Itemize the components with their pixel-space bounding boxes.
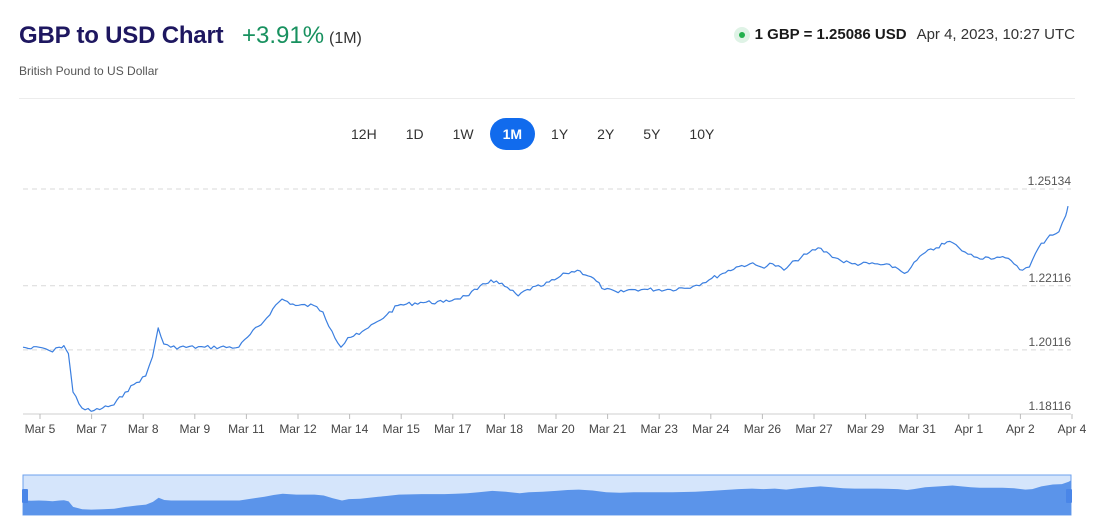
x-tick-label: Mar 29 [847, 422, 885, 436]
x-tick-label: Mar 18 [486, 422, 524, 436]
x-tick-label: Mar 9 [179, 422, 210, 436]
x-tick-label: Mar 21 [589, 422, 627, 436]
tab-1m[interactable]: 1M [489, 118, 536, 150]
y-tick-label: 1.22116 [1029, 271, 1072, 285]
x-tick-label: Apr 2 [1006, 422, 1035, 436]
series-line [22, 205, 1069, 412]
navigator-right-handle[interactable] [1066, 489, 1072, 503]
header-divider [19, 98, 1075, 99]
tab-2y[interactable]: 2Y [597, 126, 615, 142]
tab-1d[interactable]: 1D [405, 126, 424, 142]
tab-10y[interactable]: 10Y [689, 126, 715, 142]
x-tick-label: Mar 5 [25, 422, 56, 436]
x-tick-label: Mar 26 [744, 422, 782, 436]
y-tick-label: 1.20116 [1029, 335, 1072, 349]
x-tick-label: Mar 11 [228, 422, 265, 436]
x-tick-label: Mar 17 [434, 422, 472, 436]
rate-summary: 1 GBP = 1.25086 USD Apr 4, 2023, 10:27 U… [733, 26, 1075, 43]
range-tabs: 12H 1D 1W 1M 1Y 2Y 5Y 10Y [338, 118, 730, 150]
change-percent: +3.91% [242, 22, 325, 49]
x-tick-label: Mar 12 [279, 422, 317, 436]
tab-1w[interactable]: 1W [452, 126, 474, 142]
x-tick-label: Mar 15 [383, 422, 421, 436]
navigator-area [23, 480, 1071, 515]
change-period: (1M) [329, 30, 362, 47]
y-tick-label: 1.18116 [1029, 399, 1072, 413]
tab-5y[interactable]: 5Y [643, 126, 661, 142]
x-tick-label: Mar 7 [76, 422, 107, 436]
live-status-icon [733, 26, 750, 43]
page-subtitle: British Pound to US Dollar [19, 64, 159, 78]
x-tick-label: Mar 31 [899, 422, 937, 436]
x-tick-label: Mar 20 [537, 422, 575, 436]
x-tick-label: Mar 27 [795, 422, 833, 436]
page-title: GBP to USD Chart [19, 22, 224, 49]
x-tick-label: Mar 23 [641, 422, 679, 436]
x-tick-label: Mar 14 [331, 422, 369, 436]
current-rate: 1 GBP = 1.25086 USD [754, 26, 907, 43]
x-tick-label: Mar 24 [692, 422, 730, 436]
y-tick-label: 1.25134 [1028, 174, 1072, 188]
rate-timestamp: Apr 4, 2023, 10:27 UTC [916, 26, 1075, 43]
x-tick-label: Apr 4 [1058, 422, 1087, 436]
navigator-left-handle[interactable] [22, 489, 28, 503]
tab-12h[interactable]: 12H [351, 126, 377, 142]
x-tick-label: Apr 1 [954, 422, 983, 436]
tab-1y[interactable]: 1Y [551, 126, 569, 142]
x-tick-label: Mar 8 [128, 422, 159, 436]
